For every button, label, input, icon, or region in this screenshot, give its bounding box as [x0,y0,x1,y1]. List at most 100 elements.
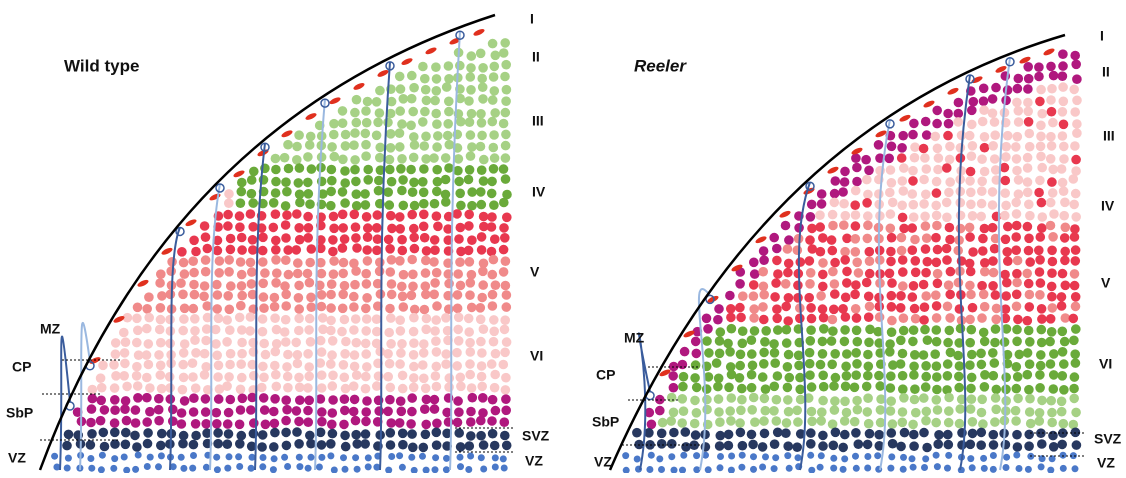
cell [326,289,336,300]
cell [1071,407,1081,418]
cell [773,325,783,335]
cell [795,313,805,324]
cell [257,442,267,452]
cell [397,154,407,164]
cell [155,303,166,313]
cell [87,455,95,462]
cell [371,338,382,349]
cell [395,315,406,326]
cell [918,279,929,290]
cell [407,70,417,81]
cell [990,165,1001,175]
cell [269,442,279,452]
cell [429,198,440,209]
cell [965,280,975,291]
cell [955,404,965,414]
cajal-retzius-cell [137,279,149,287]
cell [431,427,442,438]
cell [828,440,839,451]
cell [633,455,641,463]
zone-label: VZ [594,454,612,470]
cell [1022,152,1033,163]
cell [191,430,201,441]
cell [420,429,431,440]
cell [224,189,234,199]
cell [386,96,397,107]
layer-label: III [532,113,544,129]
cell [841,407,852,418]
cell [95,415,106,426]
cell [931,325,942,335]
cell [465,369,476,380]
cell [807,223,817,234]
cell [303,189,314,199]
cell [223,407,234,418]
cell [737,326,748,337]
cell [442,130,453,141]
cell [304,395,315,406]
cell [454,176,465,187]
cell [374,108,385,118]
cell [455,222,466,233]
cell [316,290,327,300]
cell [920,211,930,222]
cell [432,301,442,311]
cell [145,383,155,393]
cell [421,154,431,164]
cell [316,243,326,254]
cell [806,303,816,313]
cell [502,189,512,200]
cell [466,269,477,280]
cell [677,359,688,370]
cell [143,463,151,470]
cell [236,430,247,441]
cell [1035,175,1045,186]
cell [714,441,725,451]
cell [429,394,440,405]
cell [477,130,487,141]
cell [375,142,386,153]
cell [259,463,267,471]
cell [279,152,290,163]
cell [120,396,131,406]
cell [842,233,852,244]
endfoot [885,119,895,129]
cell [839,220,849,230]
cell [476,118,487,128]
layer-label: SVZ [1094,431,1122,447]
cell [886,178,897,188]
cell [1069,372,1080,382]
cell [443,454,450,462]
cell [851,153,861,163]
cell [1035,370,1045,380]
cell [294,189,305,200]
cell [1023,325,1034,336]
cell [305,199,315,209]
cajal-retzius-cell [971,76,983,84]
cell [1069,393,1079,404]
cell [110,439,120,449]
cell [269,301,280,312]
cell [341,336,351,347]
cell [954,418,965,429]
cell [656,428,667,439]
cell [942,359,953,369]
cell [1024,384,1034,395]
cell [317,416,327,427]
cell [862,174,872,185]
cell [942,371,953,381]
cell [750,453,757,461]
cajal-retzius-cell [449,37,461,45]
cell [931,176,942,187]
cell [487,176,497,187]
cell [257,314,268,324]
cell [498,118,509,129]
cell [976,359,987,370]
cell [212,245,223,256]
cell [979,301,990,312]
cell [199,348,210,359]
cell [421,131,431,142]
cell [237,393,248,404]
cell [1001,141,1011,152]
cell [920,153,930,163]
